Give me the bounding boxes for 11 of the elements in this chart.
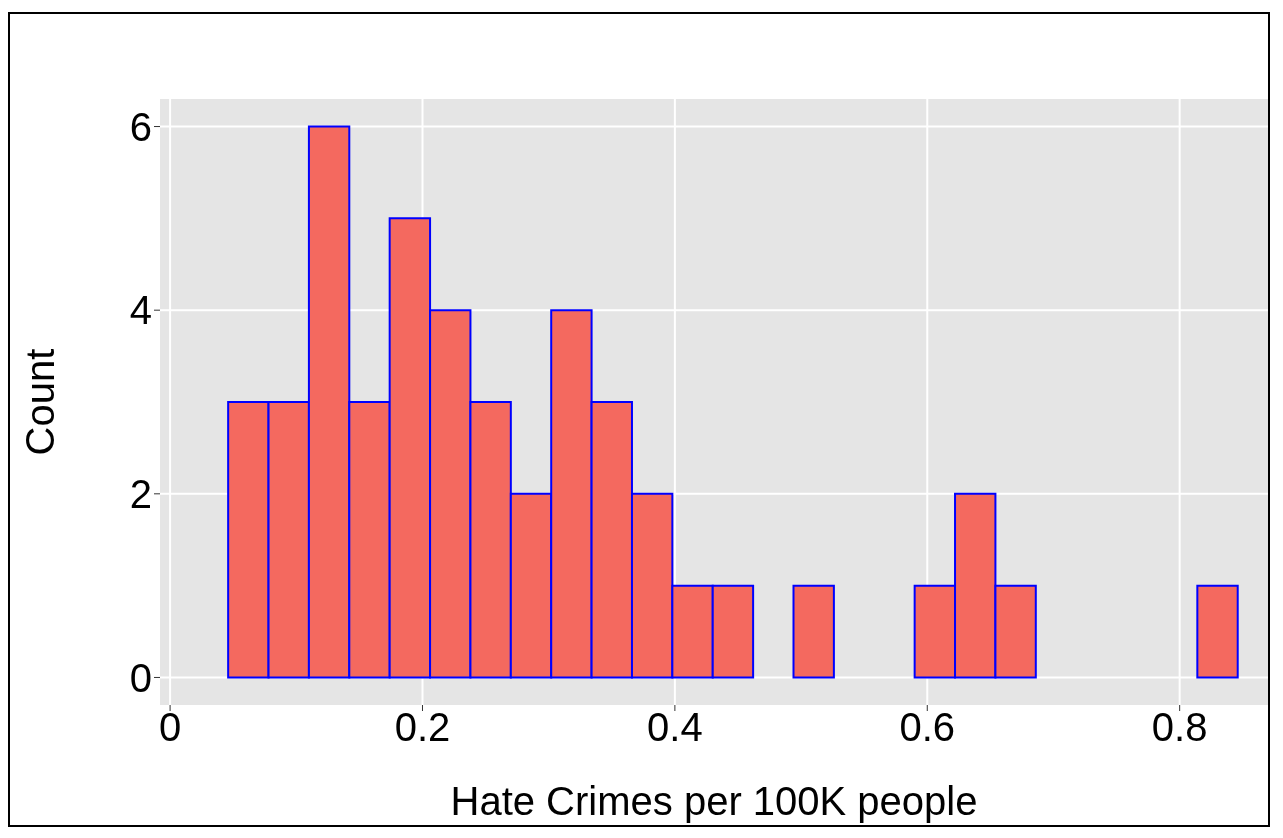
y-tick-label: 4 (129, 288, 152, 333)
x-tick-label: 0 (158, 705, 182, 750)
y-axis-title: Count (18, 348, 63, 456)
y-tick-label: 0 (129, 655, 152, 700)
y-tick-label: 6 (129, 104, 152, 149)
x-tick-label: 0.6 (899, 705, 956, 750)
x-axis-title: Hate Crimes per 100K people (450, 779, 978, 823)
x-tick-label: 0.8 (1151, 705, 1208, 750)
y-tick-label: 2 (129, 472, 152, 517)
x-tick-label: 0.4 (647, 705, 703, 750)
x-tick-label: 0.2 (394, 705, 451, 750)
